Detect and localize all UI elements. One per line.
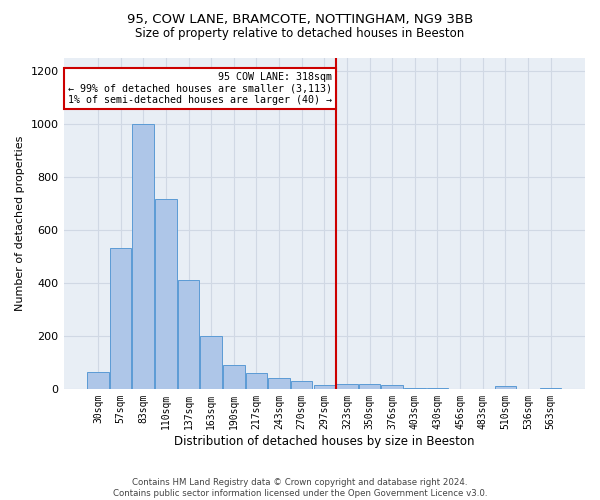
Text: 95, COW LANE, BRAMCOTE, NOTTINGHAM, NG9 3BB: 95, COW LANE, BRAMCOTE, NOTTINGHAM, NG9 …: [127, 12, 473, 26]
Bar: [336, 384, 358, 389]
Bar: [87, 372, 109, 389]
Text: 95 COW LANE: 318sqm
← 99% of detached houses are smaller (3,113)
1% of semi-deta: 95 COW LANE: 318sqm ← 99% of detached ho…: [68, 72, 332, 106]
Bar: [155, 200, 176, 389]
Bar: [540, 388, 561, 389]
Bar: [314, 385, 335, 389]
X-axis label: Distribution of detached houses by size in Beeston: Distribution of detached houses by size …: [174, 434, 475, 448]
Text: Contains HM Land Registry data © Crown copyright and database right 2024.
Contai: Contains HM Land Registry data © Crown c…: [113, 478, 487, 498]
Bar: [291, 381, 313, 389]
Bar: [133, 124, 154, 389]
Bar: [110, 248, 131, 389]
Bar: [359, 384, 380, 389]
Bar: [404, 388, 425, 389]
Bar: [200, 336, 222, 389]
Bar: [178, 280, 199, 389]
Bar: [382, 385, 403, 389]
Bar: [268, 378, 290, 389]
Bar: [427, 388, 448, 389]
Bar: [223, 365, 245, 389]
Bar: [245, 373, 267, 389]
Bar: [494, 386, 516, 389]
Text: Size of property relative to detached houses in Beeston: Size of property relative to detached ho…: [136, 28, 464, 40]
Y-axis label: Number of detached properties: Number of detached properties: [15, 136, 25, 311]
